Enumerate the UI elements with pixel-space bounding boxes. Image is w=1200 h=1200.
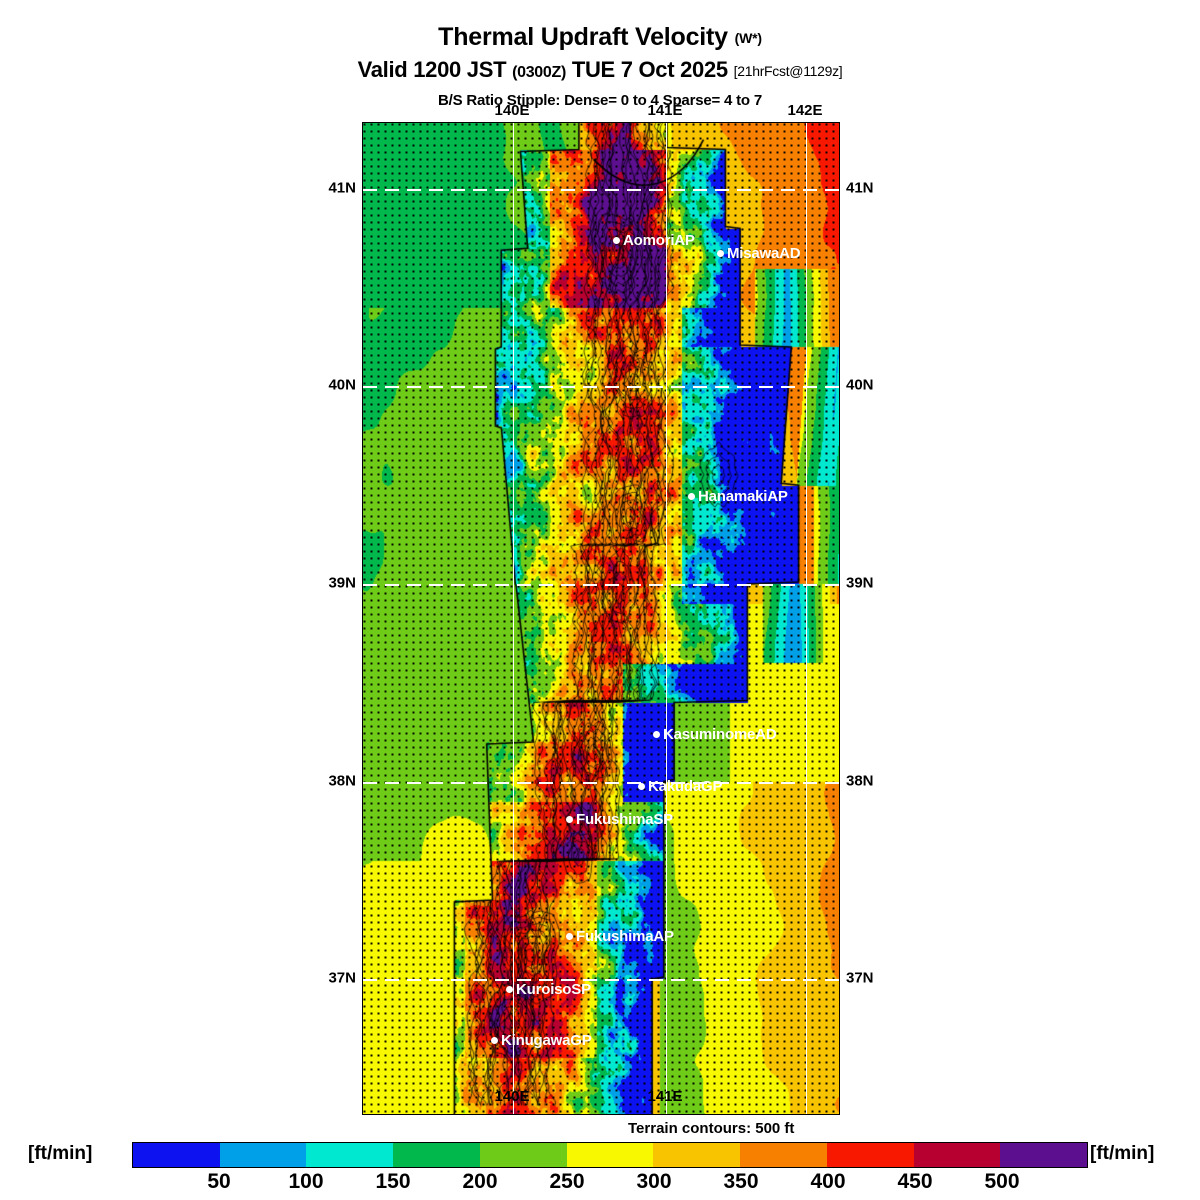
title-block: Thermal Updraft Velocity (W*) Valid 1200… [0,0,1200,111]
station-label: MisawaAD [727,245,801,263]
colorbar-swatch-5 [566,1143,654,1167]
lon-label-top-141E: 141E [647,102,683,119]
station-marker-fukushimasp[interactable]: FukushimaSP [566,811,673,829]
title-superscript: (W*) [734,30,762,46]
station-label: KakudaGP [648,778,723,796]
page-title: Thermal Updraft Velocity (W*) [0,0,1200,53]
colorbar-swatch-0 [133,1143,220,1167]
valid-local: Valid 1200 JST [357,57,507,82]
map-plot-area[interactable]: AomoriAP MisawaAD HanamakiAP KasuminomeAD Ka… [362,122,840,1115]
colorbar-swatch-3 [393,1143,480,1167]
lat-label-right-41N: 41N [846,179,874,197]
station-dot-icon [566,816,573,824]
colorbar-swatch-2 [306,1143,394,1167]
colorbar-tick-100: 100 [288,1170,324,1193]
colorbar-swatch-8 [826,1143,914,1167]
station-dot-icon [717,250,724,258]
lat-label-left-39N: 39N [328,574,356,592]
station-dot-icon [491,1037,498,1045]
station-label: FukushimaAP [576,928,674,946]
forecast-stamp: [21hrFcst@1129z] [733,63,843,79]
station-dot-icon [688,493,695,501]
colorbar-swatches[interactable] [132,1142,1088,1168]
colorbar-tick-350: 350 [723,1170,759,1193]
station-label: AomoriAP [623,232,695,250]
colorbar-tick-50: 50 [207,1170,231,1193]
colorbar-tick-300: 300 [636,1170,672,1193]
station-label: KuroisoSP [516,981,591,999]
colorbar-swatch-7 [740,1143,827,1167]
colorbar-tick-500: 500 [984,1170,1020,1193]
colorbar-swatch-1 [219,1143,307,1167]
station-dot-icon [506,986,513,994]
station-label: KinugawaGP [501,1032,592,1050]
colorbar-tick-150: 150 [375,1170,411,1193]
station-dot-icon [653,731,660,739]
colorbar-region: [ft/min] [ft/min] 50 100 150 200 250 300 350 40… [0,1142,1200,1200]
colorbar-tick-250: 250 [549,1170,585,1193]
title-main: Thermal Updraft Velocity [438,23,728,51]
lat-label-left-40N: 40N [328,376,356,394]
colorbar-unit-left: [ft/min] [28,1143,93,1164]
terrain-contour-note: Terrain contours: 500 ft [628,1120,795,1137]
lat-label-right-39N: 39N [846,574,874,592]
station-marker-kuroisosp[interactable]: KuroisoSP [506,981,591,999]
lat-label-left-37N: 37N [328,969,356,987]
valid-utc: (0300Z) [512,64,567,81]
station-dot-icon [566,933,573,941]
colorbar-swatch-6 [653,1143,741,1167]
station-marker-kakudagp[interactable]: KakudaGP [638,778,722,796]
colorbar-swatch-9 [913,1143,1001,1167]
stipple-legend-text: B/S Ratio Stipple: Dense= 0 to 4 Sparse=… [437,92,763,109]
station-marker-fukushimaap[interactable]: FukushimaAP [566,928,674,946]
station-marker-misawaad[interactable]: MisawaAD [717,245,801,263]
station-label: KasuminomeAD [663,726,777,744]
station-marker-kinugawagp[interactable]: KinugawaGP [491,1032,592,1050]
colorbar-unit-right: [ft/min] [1090,1143,1155,1164]
station-label: HanamakiAP [698,488,788,506]
thermal-updraft-heatmap [363,123,839,1114]
colorbar-tick-400: 400 [810,1170,846,1193]
lat-label-right-37N: 37N [846,969,874,987]
colorbar-tick-200: 200 [462,1170,498,1193]
valid-time-line: Valid 1200 JST (0300Z) TUE 7 Oct 2025 [2… [0,53,1200,87]
lat-label-right-38N: 38N [846,772,874,790]
colorbar-swatch-4 [479,1143,567,1167]
station-marker-aomoriap[interactable]: AomoriAP [613,232,695,250]
colorbar-tick-450: 450 [897,1170,933,1193]
lon-label-bottom-140E: 140E [494,1088,530,1105]
lon-label-top-140E: 140E [494,102,530,119]
station-label: FukushimaSP [576,811,673,829]
station-marker-hanamakiap[interactable]: HanamakiAP [688,488,788,506]
lon-label-bottom-141E: 141E [647,1088,683,1105]
lon-label-top-142E: 142E [787,102,823,119]
colorbar-tick-labels: 50 100 150 200 250 300 350 400 450 500 [132,1170,1088,1198]
station-dot-icon [613,237,620,245]
valid-date: TUE 7 Oct 2025 [571,57,728,82]
lat-label-right-40N: 40N [846,376,874,394]
lat-label-left-38N: 38N [328,772,356,790]
colorbar-swatch-10 [1000,1143,1088,1167]
station-marker-kasuminomead[interactable]: KasuminomeAD [653,726,777,744]
lat-label-left-41N: 41N [328,179,356,197]
station-dot-icon [638,783,645,791]
